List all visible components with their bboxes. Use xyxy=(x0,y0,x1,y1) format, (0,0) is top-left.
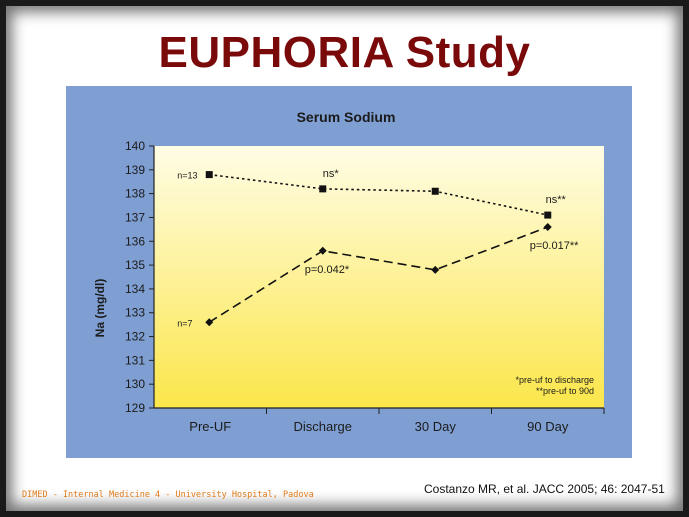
data-point-square xyxy=(205,171,213,179)
data-point-diamond xyxy=(543,222,552,231)
y-tick-label: 131 xyxy=(125,353,145,367)
footer-institution: DIMED - Internal Medicine 4 - University… xyxy=(22,490,314,500)
data-label: ns* xyxy=(323,168,340,180)
series-line-1 xyxy=(209,173,548,216)
y-tick-label: 136 xyxy=(125,234,145,248)
x-tick-label: Discharge xyxy=(293,419,352,434)
data-label: ns** xyxy=(546,194,567,206)
y-tick-label: 134 xyxy=(125,282,145,296)
y-tick-label: 138 xyxy=(125,187,145,201)
y-tick-label: 130 xyxy=(125,377,145,391)
x-tick-label: Pre-UF xyxy=(189,419,231,434)
y-tick-label: 139 xyxy=(125,163,145,177)
x-tick-label: 90 Day xyxy=(527,419,569,434)
x-tick-label: 30 Day xyxy=(415,419,457,434)
y-tick-label: 140 xyxy=(125,139,145,153)
data-point-square xyxy=(431,187,439,195)
y-tick-label: 133 xyxy=(125,306,145,320)
chart-svg: Serum Sodium Na (mg/dl) 1291301311321331… xyxy=(93,109,605,434)
data-point-diamond xyxy=(431,265,440,274)
y-tick-label: 135 xyxy=(125,258,145,272)
citation: Costanzo MR, et al. JACC 2005; 46: 2047-… xyxy=(424,482,665,496)
data-point-diamond xyxy=(318,246,327,255)
data-point-square xyxy=(544,211,552,219)
chart-footnote: *pre-uf to discharge xyxy=(515,375,594,385)
y-tick-label: 132 xyxy=(125,330,145,344)
series-line-2 xyxy=(208,226,549,323)
y-tick-label: 137 xyxy=(125,210,145,224)
data-point-diamond xyxy=(205,318,214,327)
chart-title: Serum Sodium xyxy=(297,109,396,125)
data-label: p=0.017** xyxy=(530,240,579,252)
y-tick-label: 129 xyxy=(125,401,145,415)
series-n-label: n=13 xyxy=(177,171,197,181)
y-axis-label: Na (mg/dl) xyxy=(93,279,107,338)
data-point-square xyxy=(319,185,327,193)
series-n-label: n=7 xyxy=(177,318,192,328)
slide: EUPHORIA Study Serum Sodium Na (mg/dl) 1… xyxy=(6,6,683,511)
slide-title: EUPHORIA Study xyxy=(158,28,531,77)
data-label: p=0.042* xyxy=(305,264,350,276)
chart-layer: 129 130 131 132 133 134 135 136 137 138 139 140 Pre-… xyxy=(125,139,605,434)
chart-footnote: **pre-uf to 90d xyxy=(536,386,594,396)
plot-area xyxy=(154,146,604,408)
chart-figure: Serum Sodium Na (mg/dl) 129 130 131 132 133 1… xyxy=(66,86,632,458)
